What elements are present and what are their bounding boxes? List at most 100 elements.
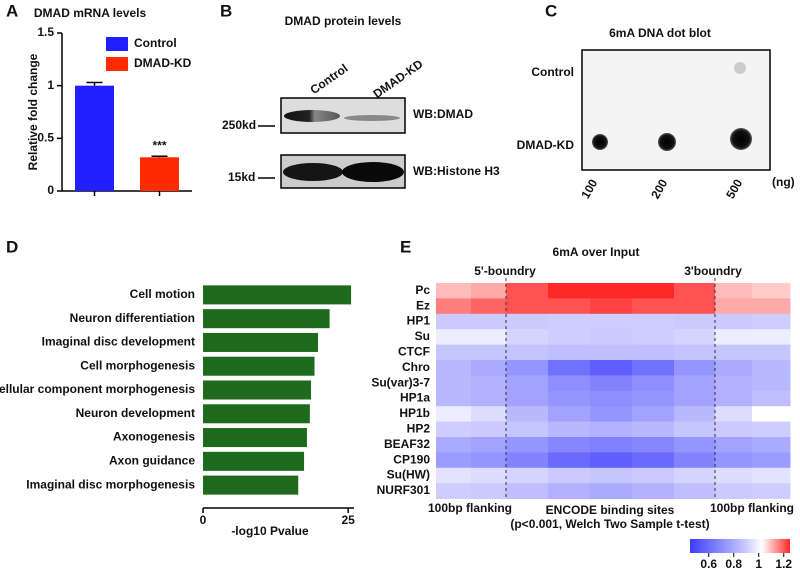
heatmap-cell: [674, 313, 716, 330]
heatmap-cell: [548, 483, 591, 500]
boundary-label: 3'boundry: [684, 264, 742, 278]
heatmap-cell: [436, 329, 472, 346]
heatmap-cell: [752, 375, 791, 392]
colorbar-tick-label: 0.6: [700, 557, 717, 571]
bar: [203, 309, 330, 329]
heatmap-cell: [715, 298, 753, 315]
legend-label: Control: [134, 36, 177, 50]
heatmap-cell: [752, 313, 791, 330]
bar: [140, 157, 179, 191]
heatmap-cell: [632, 452, 675, 469]
heatmap-cell: [471, 344, 507, 361]
heatmap-cell: [715, 360, 753, 376]
heatmap-cell: [471, 390, 507, 407]
heatmap-cell: [590, 360, 633, 376]
heatmap-cell: [548, 344, 591, 361]
heatmap-cell: [590, 375, 633, 392]
row-label: DMAD-KD: [517, 138, 575, 152]
x-axis-label: -log10 Pvalue: [231, 524, 309, 538]
heatmap-cell: [715, 390, 753, 407]
chart-title: DMAD mRNA levels: [34, 6, 147, 20]
band: [342, 162, 404, 182]
heatmap-cell: [548, 437, 591, 453]
legend-swatch: [106, 57, 128, 71]
colorbar-tick-label: 0.8: [725, 557, 742, 571]
row-label: Pc: [415, 283, 430, 297]
heatmap-cell: [471, 313, 507, 330]
marker-label: 15kd: [228, 170, 255, 184]
panel-label: A: [6, 1, 18, 20]
y-axis-label: Relative fold change: [26, 53, 40, 170]
heatmap-cell: [632, 329, 675, 346]
heatmap-cell: [632, 298, 675, 315]
bar: [203, 356, 315, 376]
x-axis-label: 100bp flanking: [710, 501, 794, 515]
legend-swatch: [106, 37, 128, 51]
row-label: BEAF32: [384, 437, 430, 451]
heatmap-cell: [506, 344, 549, 361]
heatmap-cell: [436, 313, 472, 330]
heatmap-cell: [506, 283, 549, 299]
heatmap-cell: [471, 283, 507, 299]
heatmap-cell: [436, 406, 472, 423]
row-label: Chro: [402, 360, 430, 374]
bar: [203, 380, 312, 400]
heatmap-cell: [632, 283, 675, 299]
heatmap-cell: [471, 298, 507, 315]
panel-b: B DMAD protein levels Control DMAD-KD WB…: [220, 1, 500, 189]
y-tick-label: 1: [47, 78, 54, 92]
heatmap-cell: [436, 390, 472, 407]
panel-c: C 6mA DNA dot blot Control DMAD-KD 100 2…: [517, 1, 795, 201]
dot: [734, 62, 746, 74]
heatmap-cell: [506, 406, 549, 423]
panel-label: E: [400, 237, 411, 256]
y-tick-label: 0: [47, 183, 54, 197]
category-label: Neuron development: [76, 406, 195, 420]
bar: [203, 332, 318, 352]
colorbar: [690, 539, 790, 553]
heatmap-cell: [752, 406, 791, 423]
category-label: Axonogenesis: [113, 430, 195, 444]
heatmap-cell: [548, 298, 591, 315]
row-label: Ez: [416, 298, 430, 312]
column-label: 200: [648, 176, 670, 201]
heatmap-cell: [674, 375, 716, 392]
heatmap-cell: [632, 421, 675, 438]
heatmap-cell: [590, 452, 633, 469]
category-label: Axon guidance: [109, 454, 195, 468]
bar: [203, 451, 305, 471]
heatmap-cell: [752, 283, 791, 299]
band: [284, 110, 340, 122]
heatmap-cell: [506, 467, 549, 484]
heatmap-cell: [548, 390, 591, 407]
lane-label: Control: [308, 61, 351, 97]
heatmap-cell: [674, 283, 716, 299]
heatmap-cell: [436, 467, 472, 484]
heatmap-cell: [632, 390, 675, 407]
row-label: HP1a: [400, 391, 430, 405]
heatmap-cell: [548, 421, 591, 438]
category-label: Cellular component morphogenesis: [0, 382, 195, 396]
boundary-label: 5'-boundry: [474, 264, 536, 278]
row-label: HP2: [407, 421, 431, 435]
heatmap-cell: [715, 283, 753, 299]
row-label: CP190: [393, 452, 430, 466]
x-axis-label: 100bp flanking: [428, 501, 512, 515]
row-label: NURF301: [377, 483, 431, 497]
heatmap-cell: [471, 467, 507, 484]
heatmap-cell: [590, 406, 633, 423]
colorbar-tick-label: 1.2: [775, 557, 792, 571]
row-label: Su(var)3-7: [371, 375, 430, 389]
category-label: Imaginal disc morphogenesis: [26, 477, 195, 491]
category-label: Neuron differentiation: [70, 311, 195, 325]
heatmap-cell: [752, 483, 791, 500]
heatmap-cell: [715, 313, 753, 330]
heatmap-cell: [715, 375, 753, 392]
heatmap-cell: [715, 329, 753, 346]
heatmap-cell: [548, 375, 591, 392]
row-label: Control: [531, 65, 574, 79]
heatmap-cell: [674, 437, 716, 453]
heatmap-cell: [752, 360, 791, 376]
y-tick-label: 1.5: [37, 25, 54, 39]
